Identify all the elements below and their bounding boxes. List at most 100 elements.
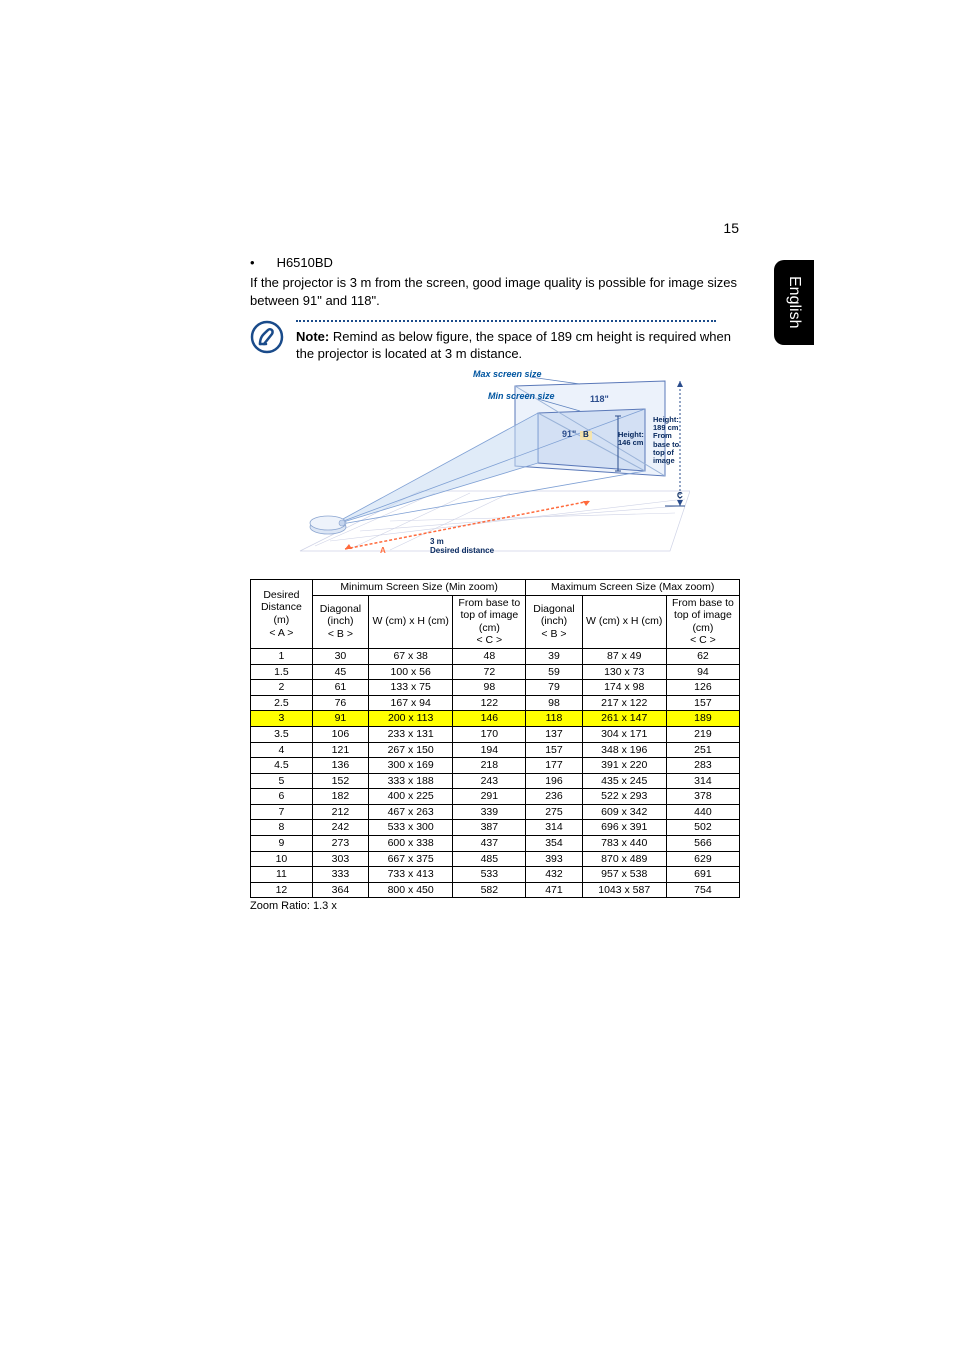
table-cell: 566 — [666, 836, 739, 852]
table-cell: 957 x 538 — [582, 867, 666, 883]
bullet-icon: • — [250, 255, 255, 270]
table-row: 11333733 x 413533432957 x 538691 — [251, 867, 740, 883]
table-cell: 61 — [312, 680, 368, 696]
table-cell: 467 x 263 — [369, 804, 453, 820]
note-label: Note: — [296, 329, 329, 344]
table-cell: 130 x 73 — [582, 664, 666, 680]
table-cell: 485 — [453, 851, 526, 867]
table-cell: 783 x 440 — [582, 836, 666, 852]
col-min-group: Minimum Screen Size (Min zoom) — [312, 579, 526, 595]
table-cell: 152 — [312, 773, 368, 789]
table-cell: 283 — [666, 758, 739, 774]
table-cell: 754 — [666, 882, 739, 898]
table-cell: 440 — [666, 804, 739, 820]
table-cell: 533 x 300 — [369, 820, 453, 836]
table-cell: 189 — [666, 711, 739, 727]
intro-paragraph: If the projector is 3 m from the screen,… — [250, 274, 740, 310]
table-cell: 196 — [526, 773, 582, 789]
table-body: 13067 x 38483987 x 49621.545100 x 567259… — [251, 648, 740, 898]
table-cell: 3.5 — [251, 726, 313, 742]
table-row: 9273600 x 338437354783 x 440566 — [251, 836, 740, 852]
table-cell: 696 x 391 — [582, 820, 666, 836]
table-row: 391200 x 113146118261 x 147189 — [251, 711, 740, 727]
table-cell: 200 x 113 — [369, 711, 453, 727]
table-cell: 733 x 413 — [369, 867, 453, 883]
table-cell: 106 — [312, 726, 368, 742]
distance-table: DesiredDistance(m)< A > Minimum Screen S… — [250, 579, 740, 898]
page-number: 15 — [723, 220, 739, 236]
table-cell: 182 — [312, 789, 368, 805]
table-cell: 91 — [312, 711, 368, 727]
diagram-height-right: Height: 189 cm From base to top of image — [653, 416, 679, 466]
table-cell: 9 — [251, 836, 313, 852]
table-cell: 502 — [666, 820, 739, 836]
table-cell: 137 — [526, 726, 582, 742]
diagram-max-diag: 118" — [590, 394, 609, 404]
table-cell: 339 — [453, 804, 526, 820]
table-cell: 393 — [526, 851, 582, 867]
table-cell: 79 — [526, 680, 582, 696]
table-cell: 217 x 122 — [582, 695, 666, 711]
diagram-height-left: Height: 146 cm — [618, 431, 644, 448]
zoom-ratio-note: Zoom Ratio: 1.3 x — [250, 900, 740, 912]
table-cell: 39 — [526, 648, 582, 664]
note-right: Note: Remind as below figure, the space … — [290, 320, 750, 363]
diagram-letter-a: A — [380, 546, 386, 555]
table-cell: 522 x 293 — [582, 789, 666, 805]
content-area: • H6510BD If the projector is 3 m from t… — [250, 255, 740, 912]
table-cell: 30 — [312, 648, 368, 664]
note-icon — [250, 320, 290, 354]
table-row: 8242533 x 300387314696 x 391502 — [251, 820, 740, 836]
table-cell: 2.5 — [251, 695, 313, 711]
table-cell: 400 x 225 — [369, 789, 453, 805]
table-row: 3.5106233 x 131170137304 x 171219 — [251, 726, 740, 742]
table-cell: 7 — [251, 804, 313, 820]
table-cell: 98 — [526, 695, 582, 711]
table-row: 261133 x 759879174 x 98126 — [251, 680, 740, 696]
table-cell: 387 — [453, 820, 526, 836]
table-cell: 667 x 375 — [369, 851, 453, 867]
table-cell: 300 x 169 — [369, 758, 453, 774]
table-cell: 333 x 188 — [369, 773, 453, 789]
diagram-min-diag: 91" — [562, 429, 576, 439]
table-cell: 1 — [251, 648, 313, 664]
table-cell: 136 — [312, 758, 368, 774]
table-cell: 6 — [251, 789, 313, 805]
diagram-min-label: Min screen size — [488, 391, 555, 401]
note-text: Note: Remind as below figure, the space … — [296, 328, 750, 363]
table-cell: 1043 x 587 — [582, 882, 666, 898]
table-cell: 76 — [312, 695, 368, 711]
table-cell: 45 — [312, 664, 368, 680]
col-max-base: From base totop of image(cm)< C > — [666, 595, 739, 648]
table-cell: 12 — [251, 882, 313, 898]
table-cell: 261 x 147 — [582, 711, 666, 727]
table-cell: 437 — [453, 836, 526, 852]
table-head: DesiredDistance(m)< A > Minimum Screen S… — [251, 579, 740, 648]
table-cell: 4 — [251, 742, 313, 758]
table-cell: 609 x 342 — [582, 804, 666, 820]
table-cell: 233 x 131 — [369, 726, 453, 742]
table-cell: 354 — [526, 836, 582, 852]
note-block: Note: Remind as below figure, the space … — [250, 320, 750, 363]
table-row: 4.5136300 x 169218177391 x 220283 — [251, 758, 740, 774]
table-row: 2.576167 x 9412298217 x 122157 — [251, 695, 740, 711]
note-body: Remind as below figure, the space of 189… — [296, 329, 731, 362]
table-cell: 67 x 38 — [369, 648, 453, 664]
table-cell: 133 x 75 — [369, 680, 453, 696]
table-header-row-2: Diagonal(inch)< B > W (cm) x H (cm) From… — [251, 595, 740, 648]
table-cell: 533 — [453, 867, 526, 883]
col-max-group: Maximum Screen Size (Max zoom) — [526, 579, 740, 595]
table-cell: 303 — [312, 851, 368, 867]
table-cell: 800 x 450 — [369, 882, 453, 898]
table-cell: 435 x 245 — [582, 773, 666, 789]
table-row: 7212467 x 263339275609 x 342440 — [251, 804, 740, 820]
table-cell: 100 x 56 — [369, 664, 453, 680]
diagram-letter-c: C — [677, 491, 683, 500]
col-max-diag: Diagonal(inch)< B > — [526, 595, 582, 648]
table-cell: 126 — [666, 680, 739, 696]
table-cell: 314 — [666, 773, 739, 789]
table-cell: 251 — [666, 742, 739, 758]
table-cell: 146 — [453, 711, 526, 727]
dotted-divider — [296, 320, 716, 322]
table-cell: 391 x 220 — [582, 758, 666, 774]
